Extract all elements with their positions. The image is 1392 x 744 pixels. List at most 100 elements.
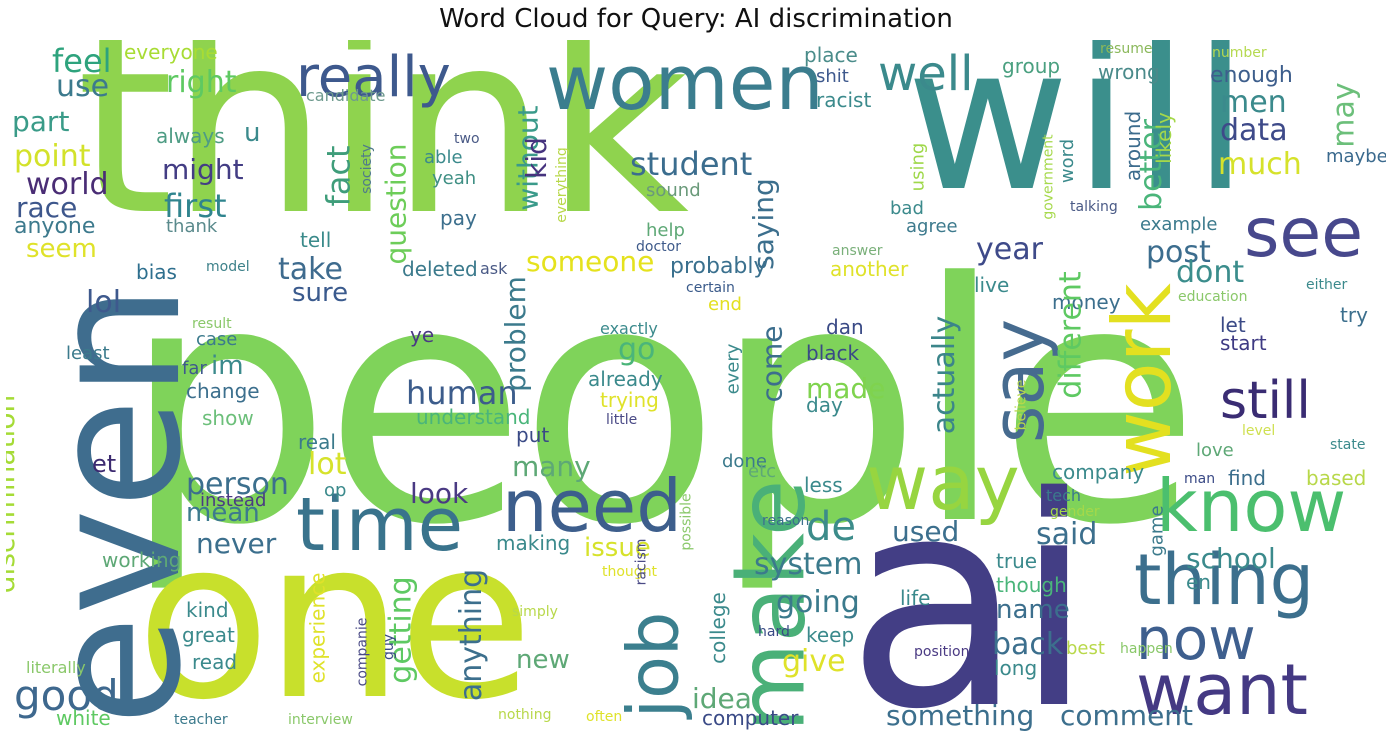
word-never: never xyxy=(196,527,277,560)
word-issue: issue xyxy=(584,533,651,563)
word-try: try xyxy=(1340,303,1368,327)
word-show: show xyxy=(202,406,254,430)
word-ai: ai xyxy=(846,436,1094,741)
word-around: around xyxy=(1121,110,1146,182)
word-position: guy xyxy=(381,633,398,661)
word-system: system xyxy=(754,547,863,582)
word-always: always xyxy=(156,124,225,148)
word-thank: thank xyxy=(166,216,218,237)
word-seem: seem xyxy=(26,234,97,264)
word-many: many xyxy=(512,450,591,483)
word-probably: probably xyxy=(670,254,767,279)
word-day: day xyxy=(806,393,843,417)
word-actually: actually xyxy=(927,315,963,435)
word-life: life xyxy=(900,586,931,610)
word-thing: thing xyxy=(1134,539,1315,621)
word-come: come xyxy=(755,325,789,403)
word-either: either xyxy=(1306,277,1348,293)
word-thought: thought xyxy=(602,564,658,580)
word-comment: something xyxy=(886,699,1035,732)
word-pay: pay xyxy=(440,206,477,230)
word-person: person xyxy=(186,467,289,502)
word-understand: understand xyxy=(416,405,531,429)
word-making: making xyxy=(496,531,571,555)
word-example: example xyxy=(1140,214,1218,235)
word-race: race xyxy=(16,191,78,224)
word-way: way xyxy=(866,438,1020,527)
word-able: able xyxy=(424,147,463,168)
word-men: men xyxy=(1220,85,1287,120)
word-possible: possible xyxy=(678,493,695,551)
word-live: live xyxy=(974,273,1010,297)
word-et: et xyxy=(92,450,117,478)
word-instead: instead xyxy=(200,490,267,511)
word-wrong: wrong xyxy=(1098,60,1160,84)
word-state: state xyxy=(1330,437,1366,453)
word-long: position xyxy=(914,644,970,660)
word-go: go xyxy=(618,332,656,367)
word-maybe: may xyxy=(1326,82,1362,148)
word-end: end xyxy=(708,294,742,315)
word-de: de xyxy=(806,504,856,550)
word-man: man xyxy=(1184,471,1216,487)
word-op: op xyxy=(324,480,347,501)
word-think: think xyxy=(76,40,689,270)
word-likely: likely xyxy=(1151,112,1176,164)
word-best: best xyxy=(1066,638,1105,659)
word-ask: ask xyxy=(480,259,508,278)
word-computer: often xyxy=(586,709,623,725)
word-find: find xyxy=(1228,466,1266,490)
word-mean: mean xyxy=(186,498,260,528)
word-far: far xyxy=(182,358,207,379)
word-society: society xyxy=(358,144,375,194)
word-year: year xyxy=(976,232,1043,267)
word-sound: sound xyxy=(646,180,701,201)
word-everyone: everyone xyxy=(124,40,218,64)
word-fact: fact xyxy=(319,145,358,207)
word-resume: resume xyxy=(1100,41,1153,57)
word-every: every xyxy=(722,343,744,395)
word-data: data xyxy=(1220,113,1288,148)
word-talking: talking xyxy=(1070,199,1118,215)
word-en: en xyxy=(1186,570,1211,594)
word-use: use xyxy=(56,69,110,104)
word-candidate: candidate xyxy=(306,86,386,105)
word-point: point xyxy=(14,139,91,174)
word-love: love xyxy=(1196,440,1234,461)
word-already: already xyxy=(588,367,663,391)
word-lol: lol xyxy=(86,285,122,320)
word-cloud: people think will ai one women really ti… xyxy=(6,40,1386,740)
word-part: part xyxy=(12,105,70,138)
word-college: college xyxy=(705,592,730,664)
word-exactly: exactly xyxy=(600,319,658,338)
word-reason: computer xyxy=(702,706,799,730)
word-literally: literally xyxy=(26,658,86,677)
word-im: im xyxy=(211,351,244,381)
word-experience: experience xyxy=(305,572,330,684)
word-time: time xyxy=(296,482,464,568)
word-made: made xyxy=(806,372,886,405)
word-certain: certain xyxy=(686,280,735,296)
word-see: see xyxy=(1244,194,1364,273)
word-anything: anything xyxy=(454,568,490,702)
word-let: let xyxy=(1220,313,1246,337)
word-level: level xyxy=(1242,423,1276,439)
word-want: want xyxy=(1136,649,1308,731)
word-interview: teacher xyxy=(174,712,228,728)
word-good: good xyxy=(14,671,119,720)
word-money: money xyxy=(1052,290,1121,314)
word-may: maybe xyxy=(1326,146,1386,167)
word-deleted: deleted xyxy=(402,257,478,281)
word-teacher: white xyxy=(56,706,111,730)
word-job: job xyxy=(612,611,695,719)
word-problem: problem xyxy=(498,276,532,392)
word-tell: tell xyxy=(300,228,332,252)
word-tech: tech xyxy=(1046,486,1082,505)
word-another: another xyxy=(830,257,909,281)
word-true: true xyxy=(996,549,1038,573)
word-need: need xyxy=(502,464,682,548)
word-discrimination: discrimination xyxy=(6,394,22,594)
word-bad: bad xyxy=(890,198,924,219)
word-agree: agree xyxy=(906,216,958,237)
word-world: world xyxy=(26,167,109,202)
